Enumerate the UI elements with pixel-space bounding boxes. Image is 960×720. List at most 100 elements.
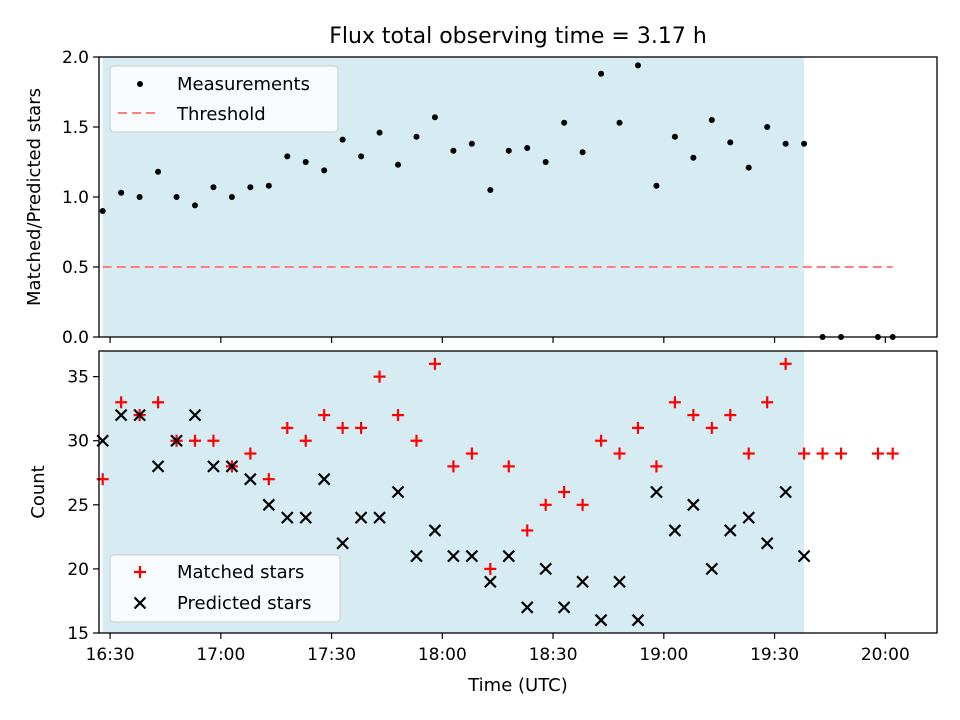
matched-star-point: [207, 434, 220, 447]
predicted-star-point-b: [151, 460, 165, 473]
predicted-star-point-b: [410, 549, 423, 563]
predicted-star-point: [354, 511, 368, 524]
matched-star-point: [299, 434, 312, 447]
predicted-star-point: [188, 408, 202, 422]
measurement-point: [284, 153, 291, 160]
predicted-star-point: [410, 549, 423, 563]
matched-star-point: [761, 396, 774, 409]
matched-star-point: [668, 396, 681, 409]
matched-star-point: [152, 396, 165, 409]
measurement-point: [542, 159, 549, 165]
matched-star-point: [835, 447, 848, 460]
top-legend: Measurements Threshold: [109, 65, 339, 133]
predicted-star-point-b: [170, 434, 183, 448]
measurement-point: [801, 140, 808, 147]
top-legend-box: [109, 65, 339, 133]
predicted-star-point-b: [207, 460, 220, 473]
matched-star-point: [886, 447, 899, 460]
measurement-point: [708, 117, 715, 123]
matched-star-point: [631, 421, 644, 434]
measurement-point: [376, 129, 383, 136]
predicted-star-point-b: [539, 562, 552, 576]
predicted-star-point-b: [336, 536, 349, 550]
measurement-point: [265, 182, 272, 189]
bottom-axes-frame: [98, 350, 938, 634]
top-y-tick-label: 0.5: [62, 258, 89, 278]
predicted-star-point: [594, 613, 608, 627]
predicted-star-point-b: [373, 511, 386, 524]
matched-star-point: [336, 421, 349, 434]
measurement-point: [745, 164, 752, 171]
predicted-stars-series: [96, 408, 811, 627]
predicted-stars-legend-marker: [133, 596, 147, 610]
matched-star-point: [650, 460, 663, 473]
top-y-ticks: 0.0 0.5 1.0 1.5 2.0: [62, 48, 99, 348]
top-y-tick-label: 1.0: [62, 188, 89, 208]
measurement-point: [321, 167, 328, 174]
matched-star-point: [447, 460, 460, 473]
matched-stars-legend-marker: [134, 566, 146, 578]
bottom-y-axis-label: Count: [28, 465, 49, 518]
measurement-point: [358, 153, 365, 160]
predicted-star-point-b: [797, 549, 811, 563]
predicted-star-point-b: [576, 575, 589, 589]
matched-star-point: [724, 409, 737, 422]
predicted-star-point: [280, 511, 294, 524]
measurement-point: [99, 208, 106, 214]
measurement-point: [468, 140, 475, 147]
measurement-point: [155, 168, 162, 175]
bottom-panel: 15 20 25 30 35 16:30 17:00 17:30 18:00 18:30 19:0…: [28, 350, 938, 696]
predicted-star-point-b: [280, 511, 294, 524]
matched-star-point: [687, 409, 700, 422]
predicted-star-point: [631, 613, 645, 627]
predicted-star-point-b: [705, 562, 719, 576]
x-tick-label: 18:30: [529, 645, 578, 665]
predicted-star-point: [613, 575, 626, 589]
matched-star-point: [595, 434, 608, 447]
predicted-star-point: [447, 549, 460, 563]
x-tick-label: 17:00: [196, 645, 245, 665]
x-tick-label: 20:00: [861, 645, 910, 665]
predicted-star-point-b: [557, 601, 571, 614]
predicted-star-point-b: [779, 485, 792, 499]
predicted-star-point: [151, 460, 165, 473]
matched-star-point: [465, 447, 478, 460]
predicted-star-point: [484, 575, 497, 589]
matched-star-point: [410, 434, 423, 447]
bottom-y-ticks: 15 20 25 30 35: [67, 368, 99, 644]
x-tick-label: 16:30: [86, 645, 135, 665]
matched-star-point: [244, 447, 257, 460]
measurement-point: [450, 147, 457, 154]
matched-star-point: [428, 357, 441, 370]
predicted-legend-symbol-b: [133, 596, 147, 610]
predicted-star-point: [502, 549, 516, 563]
matched-star-point: [502, 460, 515, 473]
predicted-star-point: [465, 549, 479, 563]
x-tick-label: 17:30: [307, 645, 356, 665]
predicted-star-point-b: [650, 485, 663, 499]
measurement-point: [561, 119, 568, 126]
measurements-series: [99, 62, 896, 340]
matched-star-point: [871, 447, 884, 460]
predicted-star-point: [520, 601, 534, 614]
predicted-star-point: [779, 485, 792, 499]
predicted-star-point: [262, 498, 276, 512]
predicted-star-point-b: [484, 575, 497, 589]
predicted-star-point-b: [317, 472, 331, 486]
matched-star-point: [392, 409, 405, 422]
x-axis-label: Time (UTC): [467, 675, 568, 696]
predicted-star-point-b: [668, 524, 682, 537]
predicted-star-point-b: [760, 536, 774, 550]
measurement-point: [302, 159, 309, 165]
measurement-point: [210, 184, 217, 191]
matched-star-point: [539, 498, 552, 511]
bottom-y-tick-label: 30: [67, 432, 89, 452]
predicted-star-point-b: [188, 408, 202, 422]
predicted-star-point: [391, 485, 405, 499]
measurement-point: [395, 161, 402, 168]
predicted-star-point-b: [742, 511, 756, 524]
matched-star-point: [576, 498, 589, 511]
measurement-point: [173, 194, 180, 200]
matched-star-point: [355, 421, 368, 434]
